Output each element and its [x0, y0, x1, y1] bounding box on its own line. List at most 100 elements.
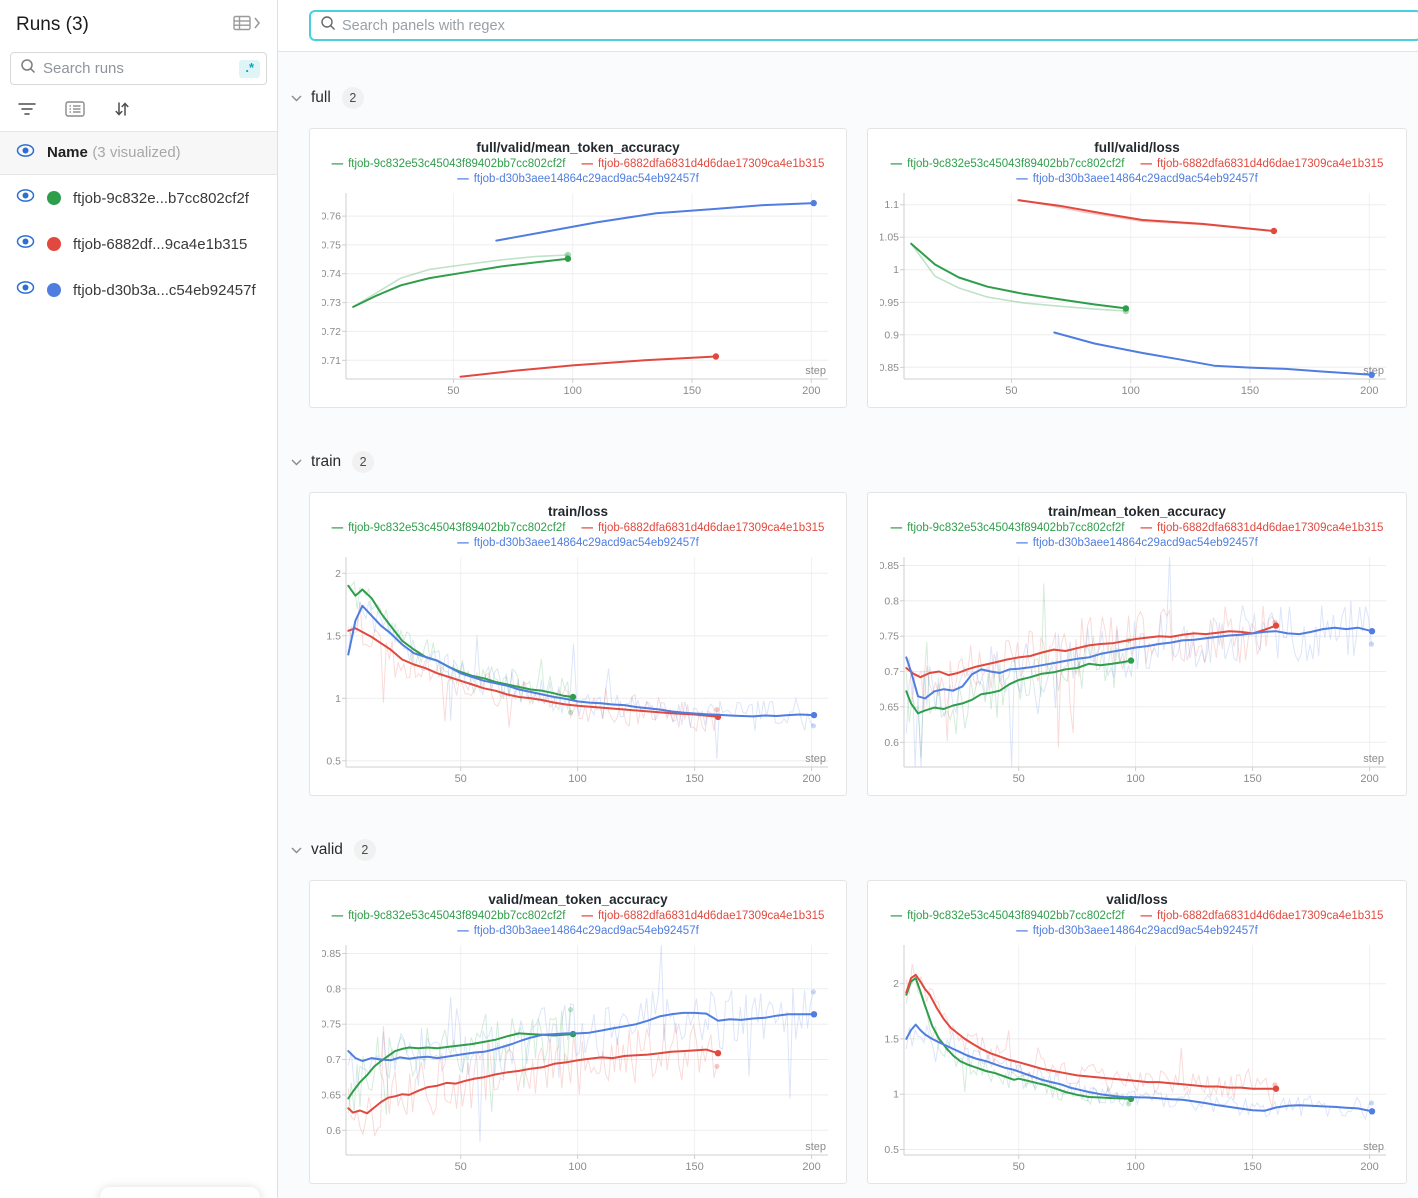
run-name[interactable]: ftjob-9c832e...b7cc802cf2f — [73, 189, 249, 207]
legend-run-name: ftjob-9c832e53c45043f89402bb7cc802cf2f — [348, 910, 566, 922]
run-row[interactable]: ftjob-d30b3a...c54eb92457f — [0, 267, 277, 313]
legend-item[interactable]: — ftjob-6882dfa6831d4d6dae17309ca4e1b315 — [582, 909, 825, 924]
legend-run-name: ftjob-6882dfa6831d4d6dae17309ca4e1b315 — [598, 910, 825, 922]
runs-sidebar: Runs (3) — [0, 0, 278, 1198]
visualized-count: (3 visualized) — [92, 144, 181, 161]
run-name[interactable]: ftjob-6882df...9ca4e1b315 — [73, 235, 248, 253]
legend-item[interactable]: — ftjob-9c832e53c45043f89402bb7cc802cf2f — [332, 157, 566, 172]
svg-text:1: 1 — [893, 264, 899, 276]
section-header[interactable]: full 2 — [291, 86, 1418, 110]
legend-item[interactable]: — ftjob-d30b3aee14864c29acd9ac54eb92457f — [457, 172, 699, 187]
svg-text:0.95: 0.95 — [880, 297, 899, 309]
svg-text:1.5: 1.5 — [884, 1033, 899, 1045]
panel-title: valid/mean_token_accuracy — [488, 892, 668, 907]
svg-text:0.85: 0.85 — [880, 560, 899, 572]
svg-text:50: 50 — [1013, 773, 1025, 785]
legend-run-name: ftjob-6882dfa6831d4d6dae17309ca4e1b315 — [1157, 910, 1384, 922]
line-chart[interactable]: 0.71 0.72 0.73 0.74 0.75 0.76 50 100 150 200 step — [322, 187, 836, 399]
sort-icon[interactable] — [114, 101, 130, 117]
run-row[interactable]: ftjob-9c832e...b7cc802cf2f — [0, 175, 277, 221]
search-runs-input[interactable] — [43, 60, 233, 77]
svg-text:0.85: 0.85 — [322, 948, 341, 960]
svg-text:0.85: 0.85 — [880, 362, 899, 374]
chart-panel: valid/loss — ftjob-9c832e53c45043f89402bb… — [867, 880, 1407, 1184]
legend-item[interactable]: — ftjob-d30b3aee14864c29acd9ac54eb92457f — [1016, 172, 1258, 187]
line-chart[interactable]: 0.6 0.65 0.7 0.75 0.8 0.85 50 100 150 200 step — [322, 939, 836, 1175]
line-chart[interactable]: 0.5 1 1.5 2 50 100 150 200 step — [322, 551, 836, 787]
legend-run-name: ftjob-6882dfa6831d4d6dae17309ca4e1b315 — [598, 522, 825, 534]
eye-icon[interactable] — [16, 143, 35, 163]
legend-item[interactable]: — ftjob-9c832e53c45043f89402bb7cc802cf2f — [891, 157, 1125, 172]
runs-table-expand-button[interactable] — [233, 15, 261, 36]
legend-item[interactable]: — ftjob-6882dfa6831d4d6dae17309ca4e1b315 — [582, 157, 825, 172]
svg-text:50: 50 — [447, 385, 459, 397]
svg-text:0.65: 0.65 — [880, 701, 899, 713]
legend-item[interactable]: — ftjob-9c832e53c45043f89402bb7cc802cf2f — [891, 909, 1125, 924]
svg-text:0.6: 0.6 — [884, 737, 899, 749]
bottom-popup — [100, 1187, 260, 1198]
eye-icon[interactable] — [16, 188, 35, 208]
svg-text:50: 50 — [455, 773, 467, 785]
eye-icon[interactable] — [16, 280, 35, 300]
chevron-down-icon — [291, 89, 302, 107]
filter-icon[interactable] — [18, 101, 36, 117]
svg-text:200: 200 — [802, 1161, 820, 1173]
svg-text:0.71: 0.71 — [322, 355, 341, 367]
svg-text:0.75: 0.75 — [880, 631, 899, 643]
runs-name-header[interactable]: Name (3 visualized) — [0, 131, 277, 175]
svg-text:step: step — [1363, 1141, 1384, 1153]
section-header[interactable]: valid 2 — [291, 838, 1418, 862]
run-color-dot — [47, 237, 61, 251]
table-icon — [233, 15, 252, 36]
legend-item[interactable]: — ftjob-6882dfa6831d4d6dae17309ca4e1b315 — [1141, 521, 1384, 536]
panel-section: valid 2 valid/mean_token_accuracy — ftjob… — [291, 838, 1418, 1184]
legend-dash-icon: — — [581, 910, 594, 922]
legend-item[interactable]: — ftjob-d30b3aee14864c29acd9ac54eb92457f — [1016, 536, 1258, 551]
legend-dash-icon: — — [581, 158, 594, 170]
columns-icon[interactable] — [65, 101, 85, 117]
search-panels-input[interactable] — [342, 17, 1411, 34]
svg-text:1: 1 — [335, 693, 341, 705]
legend-dash-icon: — — [1140, 158, 1153, 170]
legend-run-name: ftjob-6882dfa6831d4d6dae17309ca4e1b315 — [1157, 158, 1384, 170]
legend-item[interactable]: — ftjob-9c832e53c45043f89402bb7cc802cf2f — [332, 521, 566, 536]
svg-text:0.74: 0.74 — [322, 268, 341, 280]
svg-text:0.76: 0.76 — [322, 211, 341, 223]
svg-text:1.05: 1.05 — [880, 232, 899, 244]
line-chart[interactable]: 0.5 1 1.5 2 50 100 150 200 step — [880, 939, 1394, 1175]
svg-text:50: 50 — [455, 1161, 467, 1173]
run-color-dot — [47, 191, 61, 205]
panel-search-box — [309, 10, 1418, 41]
legend-item[interactable]: — ftjob-6882dfa6831d4d6dae17309ca4e1b315 — [1141, 909, 1384, 924]
legend-item[interactable]: — ftjob-9c832e53c45043f89402bb7cc802cf2f — [332, 909, 566, 924]
eye-icon[interactable] — [16, 234, 35, 254]
legend-item[interactable]: — ftjob-6882dfa6831d4d6dae17309ca4e1b315 — [1141, 157, 1384, 172]
svg-text:50: 50 — [1005, 385, 1017, 397]
svg-text:100: 100 — [1126, 773, 1144, 785]
svg-text:0.7: 0.7 — [326, 1054, 341, 1066]
regex-toggle-button[interactable]: .* — [239, 59, 260, 78]
svg-text:0.8: 0.8 — [326, 983, 341, 995]
legend-run-name: ftjob-9c832e53c45043f89402bb7cc802cf2f — [907, 158, 1125, 170]
panel-section: train 2 train/loss — ftjob-9c832e53c45043… — [291, 450, 1418, 796]
line-chart[interactable]: 0.6 0.65 0.7 0.75 0.8 0.85 50 100 150 200 step — [880, 551, 1394, 787]
legend-item[interactable]: — ftjob-d30b3aee14864c29acd9ac54eb92457f — [457, 536, 699, 551]
svg-text:100: 100 — [568, 773, 586, 785]
run-row[interactable]: ftjob-6882df...9ca4e1b315 — [0, 221, 277, 267]
svg-text:200: 200 — [802, 385, 820, 397]
legend-item[interactable]: — ftjob-6882dfa6831d4d6dae17309ca4e1b315 — [582, 521, 825, 536]
legend-dash-icon: — — [581, 522, 594, 534]
legend-item[interactable]: — ftjob-9c832e53c45043f89402bb7cc802cf2f — [891, 521, 1125, 536]
panels-main: full 2 full/valid/mean_token_accuracy —f… — [278, 0, 1418, 1198]
svg-text:0.9: 0.9 — [884, 329, 899, 341]
panel-grid: full/valid/mean_token_accuracy — ftjob-9c… — [309, 128, 1418, 408]
svg-text:0.7: 0.7 — [884, 666, 899, 678]
svg-text:step: step — [805, 753, 826, 765]
legend-item[interactable]: — ftjob-d30b3aee14864c29acd9ac54eb92457f — [457, 924, 699, 939]
section-header[interactable]: train 2 — [291, 450, 1418, 474]
run-name[interactable]: ftjob-d30b3a...c54eb92457f — [73, 281, 256, 299]
legend-item[interactable]: — ftjob-d30b3aee14864c29acd9ac54eb92457f — [1016, 924, 1258, 939]
svg-text:1: 1 — [893, 1089, 899, 1101]
